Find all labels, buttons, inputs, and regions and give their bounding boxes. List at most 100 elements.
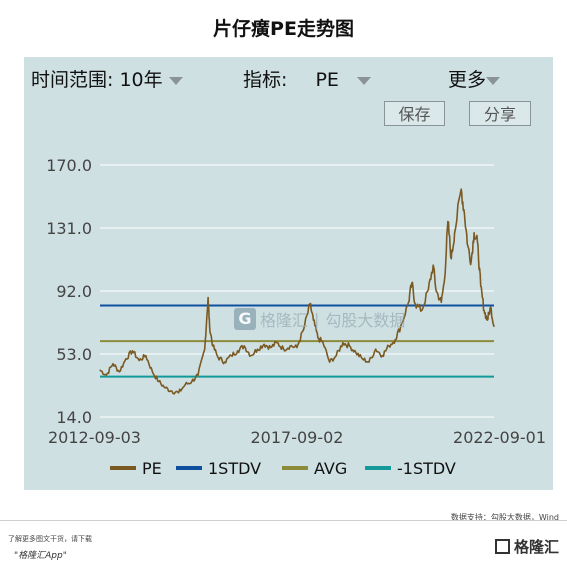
pe-data-point <box>421 309 423 311</box>
pe-data-point <box>263 343 265 345</box>
time-range-selector[interactable]: 时间范围: 10年 <box>31 65 183 92</box>
pe-data-point <box>490 306 492 308</box>
pe-data-point <box>435 290 437 292</box>
pe-data-point <box>256 348 259 350</box>
pe-data-point <box>118 371 120 373</box>
brand-logo-text: 格隆汇 <box>513 538 559 556</box>
pe-data-point <box>312 319 315 321</box>
pe-data-point <box>309 303 311 305</box>
watermark-logo-text: 格隆汇 <box>260 311 309 330</box>
pe-data-point <box>317 337 319 339</box>
pe-data-point <box>243 345 245 347</box>
pe-data-point <box>151 371 153 373</box>
pe-data-point <box>381 355 383 357</box>
pe-data-point <box>394 338 396 341</box>
pe-data-point <box>355 351 357 353</box>
pe-data-point <box>411 282 413 284</box>
legend-item-pe: PE <box>110 457 162 479</box>
pe-data-point <box>444 277 446 279</box>
watermark: G 格隆汇 | 勾股大数据 <box>234 307 405 331</box>
pe-data-point <box>463 212 466 215</box>
y-tick-label: 170.0 <box>46 156 92 175</box>
logo-icon: G <box>234 308 256 330</box>
legend-item-minus-stdv: -1STDV <box>365 457 456 479</box>
page-title: 片仔癀PE走势图 <box>213 18 354 40</box>
legend-item-plus-stdv: 1STDV <box>176 457 261 479</box>
legend-swatch <box>282 466 308 470</box>
pe-data-point <box>204 348 206 350</box>
y-tick-label: 14.0 <box>56 408 92 427</box>
time-range-value: 10年 <box>119 69 163 91</box>
pe-data-point <box>342 342 344 344</box>
pe-data-point <box>217 356 219 358</box>
share-button[interactable]: 分享 <box>469 101 531 126</box>
data-source: 数据支持：勾股大数据，Wind <box>450 513 559 522</box>
y-tick-label: 131.0 <box>46 219 92 238</box>
chevron-down-icon <box>168 76 183 85</box>
pe-data-point <box>184 384 186 386</box>
pe-data-point <box>208 325 211 328</box>
watermark-sub-text: 勾股大数据 <box>325 311 406 330</box>
pe-data-point <box>276 342 278 344</box>
pe-data-point <box>480 285 482 287</box>
indicator-label: 指标: <box>243 69 288 91</box>
pe-data-point <box>486 319 488 321</box>
pe-data-point <box>361 358 364 360</box>
more-menu[interactable]: 更多 <box>448 65 501 92</box>
pe-data-point <box>432 264 434 266</box>
pe-data-point <box>375 348 377 350</box>
pe-data-point <box>476 241 479 244</box>
pe-data-point <box>427 288 429 290</box>
indicator-selector[interactable]: 指标: PE <box>243 65 371 92</box>
legend-swatch <box>365 466 391 470</box>
pe-data-point <box>296 346 298 349</box>
brand-logo: 格隆汇 <box>494 536 559 557</box>
save-button[interactable]: 保存 <box>384 101 445 126</box>
time-range-label: 时间范围: <box>31 69 114 91</box>
pe-data-point <box>388 345 390 347</box>
pe-data-point <box>473 232 475 234</box>
reference-lines <box>100 304 494 378</box>
pe-data-point <box>138 359 140 362</box>
pe-data-point <box>230 355 232 357</box>
pe-data-point <box>289 345 291 347</box>
pe-data-point <box>191 380 193 383</box>
x-tick-label: 2012-09-03 <box>48 428 141 447</box>
x-tick-label: 2022-09-01 <box>453 428 546 447</box>
pe-data-point <box>105 374 107 376</box>
pe-data-point <box>467 245 469 247</box>
pe-data-point <box>145 355 147 357</box>
pe-data-point <box>470 261 472 263</box>
y-tick-label: 92.0 <box>56 282 92 301</box>
pe-data-point <box>483 309 485 311</box>
indicator-value: PE <box>315 69 339 91</box>
pe-data-point <box>328 361 331 363</box>
chevron-down-icon <box>356 76 371 85</box>
divider <box>0 520 567 521</box>
pe-data-point <box>212 345 214 347</box>
series-layer <box>99 188 495 395</box>
legend-swatch <box>176 466 202 470</box>
pe-data-point <box>335 355 337 357</box>
pe-data-point <box>414 303 416 305</box>
x-tick-label: 2017-09-02 <box>251 428 344 447</box>
pe-data-point <box>270 346 272 349</box>
legend-label: AVG <box>314 458 348 478</box>
pe-data-point <box>125 358 127 360</box>
pe-data-point <box>177 392 180 394</box>
download-note: 了解更多图文干货，请下载 <box>8 535 92 543</box>
chart-panel: 时间范围: 10年 指标: PE 更多 保存 分享 170.0 131.0 92.0… <box>24 57 553 490</box>
pe-data-point <box>447 220 449 223</box>
pe-data-point <box>250 355 252 357</box>
grid-layer <box>100 164 494 418</box>
pe-data-point <box>493 325 495 328</box>
pe-data-point <box>368 361 370 363</box>
pe-data-point <box>454 232 456 234</box>
pe-data-point <box>302 329 305 331</box>
pe-data-point <box>460 188 462 190</box>
legend-item-avg: AVG <box>282 457 347 479</box>
logo-icon <box>494 539 510 554</box>
pe-data-point <box>158 380 160 383</box>
pe-data-point <box>283 348 285 350</box>
